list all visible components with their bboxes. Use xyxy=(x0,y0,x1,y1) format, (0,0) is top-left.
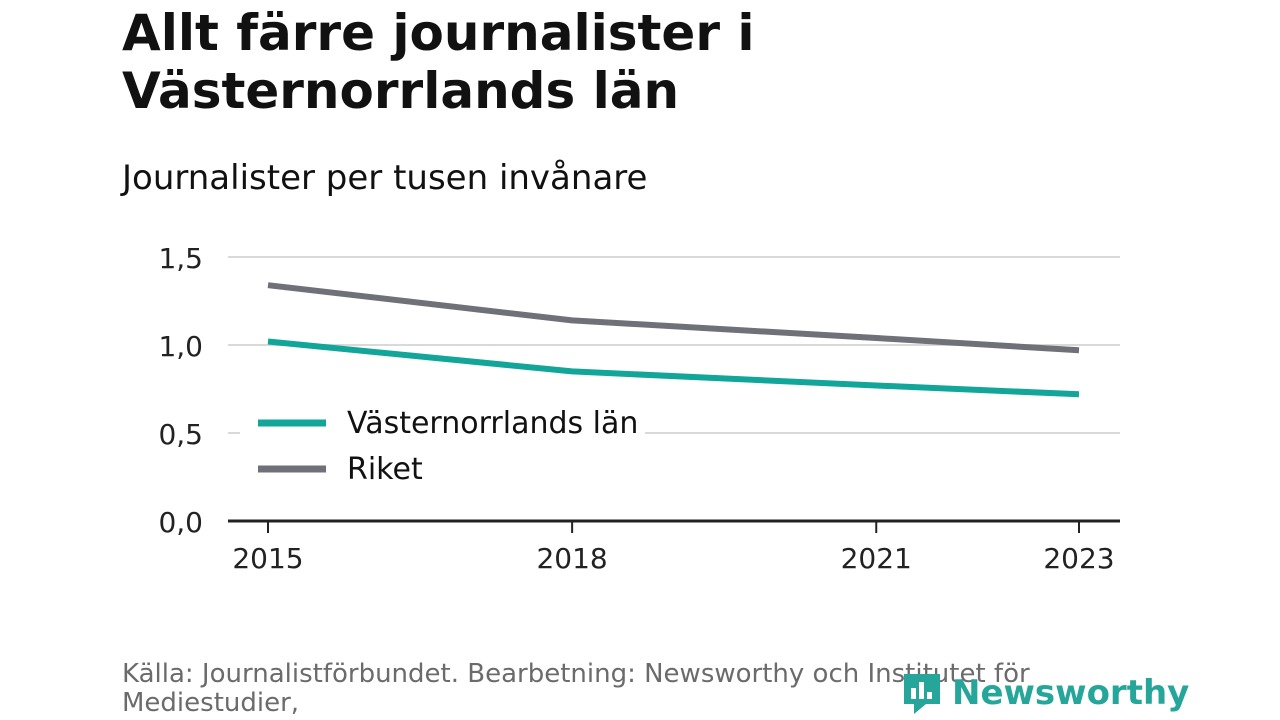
series-lines xyxy=(267,282,1080,398)
legend-label: Riket xyxy=(347,452,423,487)
logo-text: Newsworthy xyxy=(952,673,1190,713)
y-tick-label: 0,0 xyxy=(158,506,203,539)
newsworthy-logo-icon xyxy=(904,674,940,714)
y-tick-label: 1,5 xyxy=(158,242,203,275)
y-tick-label: 0,5 xyxy=(158,418,203,451)
legend-background xyxy=(240,400,645,500)
x-tick-label: 2021 xyxy=(841,542,912,575)
y-axis-ticks: 0,0 0,5 1,0 1,5 xyxy=(158,242,203,539)
x-axis-ticks: 2015 2018 2021 2023 xyxy=(232,521,1115,575)
legend-label: Västernorrlands län xyxy=(347,406,638,441)
x-tick-label: 2018 xyxy=(536,542,607,575)
series-line xyxy=(267,338,1080,398)
chart-subtitle: Journalister per tusen invånare xyxy=(122,158,648,198)
newsworthy-logo: Newsworthy xyxy=(902,670,1189,716)
series-line xyxy=(267,282,1080,354)
legend: Västernorrlands län Riket xyxy=(240,400,645,500)
x-tick-label: 2015 xyxy=(232,542,303,575)
chart-title: Allt färre journalister i Västernorrland… xyxy=(122,4,755,120)
source-note: Källa: Journalistförbundet. Bearbetning:… xyxy=(122,659,1030,718)
x-tick-label: 2023 xyxy=(1043,542,1114,575)
y-tick-label: 1,0 xyxy=(158,330,203,363)
